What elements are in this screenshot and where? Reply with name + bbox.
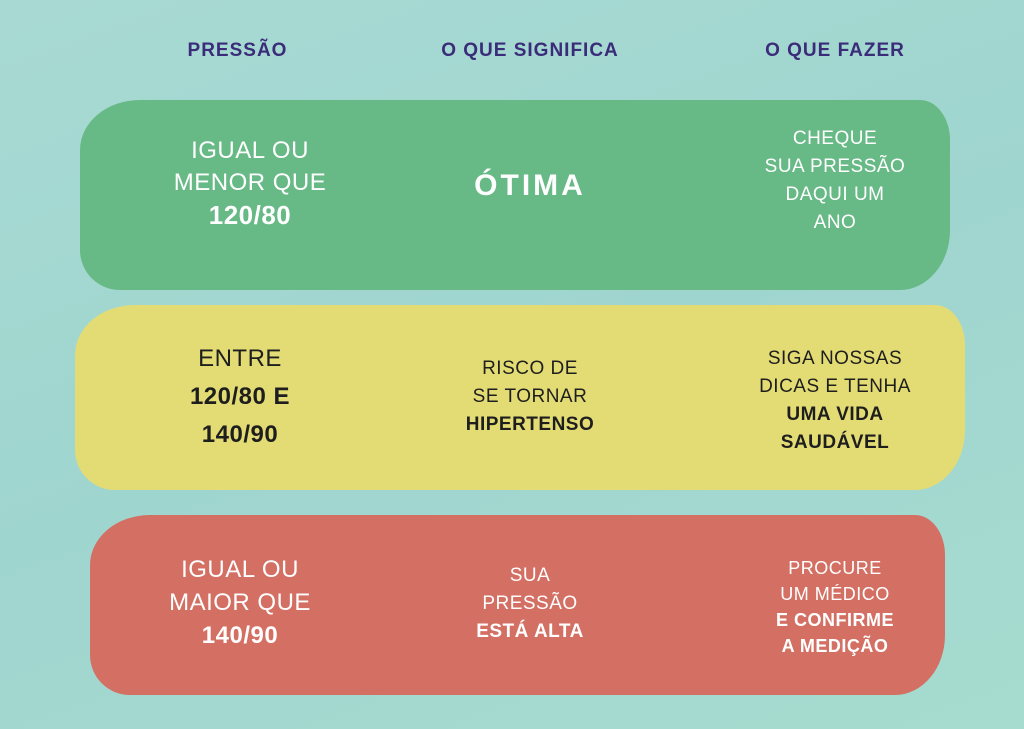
header-action: O QUE FAZER	[765, 40, 905, 61]
text-line: CHEQUE	[792, 128, 878, 149]
text-line: SE TORNAR	[472, 386, 588, 407]
text-line: 140/90	[201, 421, 279, 448]
text-line: IGUAL OU	[191, 137, 309, 164]
text-line: DAQUI UM	[785, 184, 885, 205]
header-meaning: O QUE SIGNIFICA	[441, 40, 619, 61]
yellow-band	[75, 305, 965, 490]
text-line: ÓTIMA	[474, 169, 586, 202]
text-line: DICAS E TENHA	[759, 376, 911, 397]
text-line: HIPERTENSO	[465, 414, 595, 435]
text-line: UM MÉDICO	[780, 584, 890, 604]
red-pressure: IGUAL OU MAIOR QUE 140/90	[140, 553, 340, 652]
red-meaning: SUA PRESSÃO ESTÁ ALTA	[420, 562, 640, 646]
green-band	[80, 100, 950, 290]
text-line: PRESSÃO	[482, 593, 578, 614]
green-pressure: IGUAL OU MENOR QUE 120/80	[140, 135, 360, 231]
text-line: ENTRE	[198, 345, 282, 372]
text-line: SIGA NOSSAS	[767, 348, 903, 369]
text-line: ANO	[813, 212, 857, 233]
green-meaning: ÓTIMA	[410, 170, 650, 201]
red-band	[90, 515, 945, 695]
text-line: MENOR QUE	[173, 169, 327, 196]
yellow-meaning: RISCO DE SE TORNAR HIPERTENSO	[420, 355, 640, 439]
text-line: SAUDÁVEL	[780, 432, 890, 453]
text-line: UMA VIDA	[786, 404, 884, 425]
text-line: 140/90	[201, 622, 279, 649]
text-line: MAIOR QUE	[169, 589, 311, 616]
text-line: A MEDIÇÃO	[781, 636, 889, 656]
text-line: 120/80	[208, 200, 292, 230]
header-pressure: PRESSÃO	[187, 40, 288, 61]
text-line: SUA PRESSÃO	[764, 156, 906, 177]
text-line: IGUAL OU	[181, 556, 299, 583]
text-line: 120/80 E	[189, 383, 291, 410]
yellow-action: SIGA NOSSAS DICAS E TENHA UMA VIDA SAUDÁ…	[730, 345, 940, 457]
text-line: E CONFIRME	[775, 610, 894, 630]
green-action: CHEQUE SUA PRESSÃO DAQUI UM ANO	[745, 125, 925, 237]
red-action: PROCURE UM MÉDICO E CONFIRME A MEDIÇÃO	[740, 555, 930, 659]
text-line: PROCURE	[788, 558, 882, 578]
text-line: ESTÁ ALTA	[476, 621, 584, 642]
text-line: SUA	[509, 565, 551, 586]
text-line: RISCO DE	[482, 358, 578, 379]
yellow-pressure: ENTRE 120/80 E 140/90	[140, 340, 340, 454]
